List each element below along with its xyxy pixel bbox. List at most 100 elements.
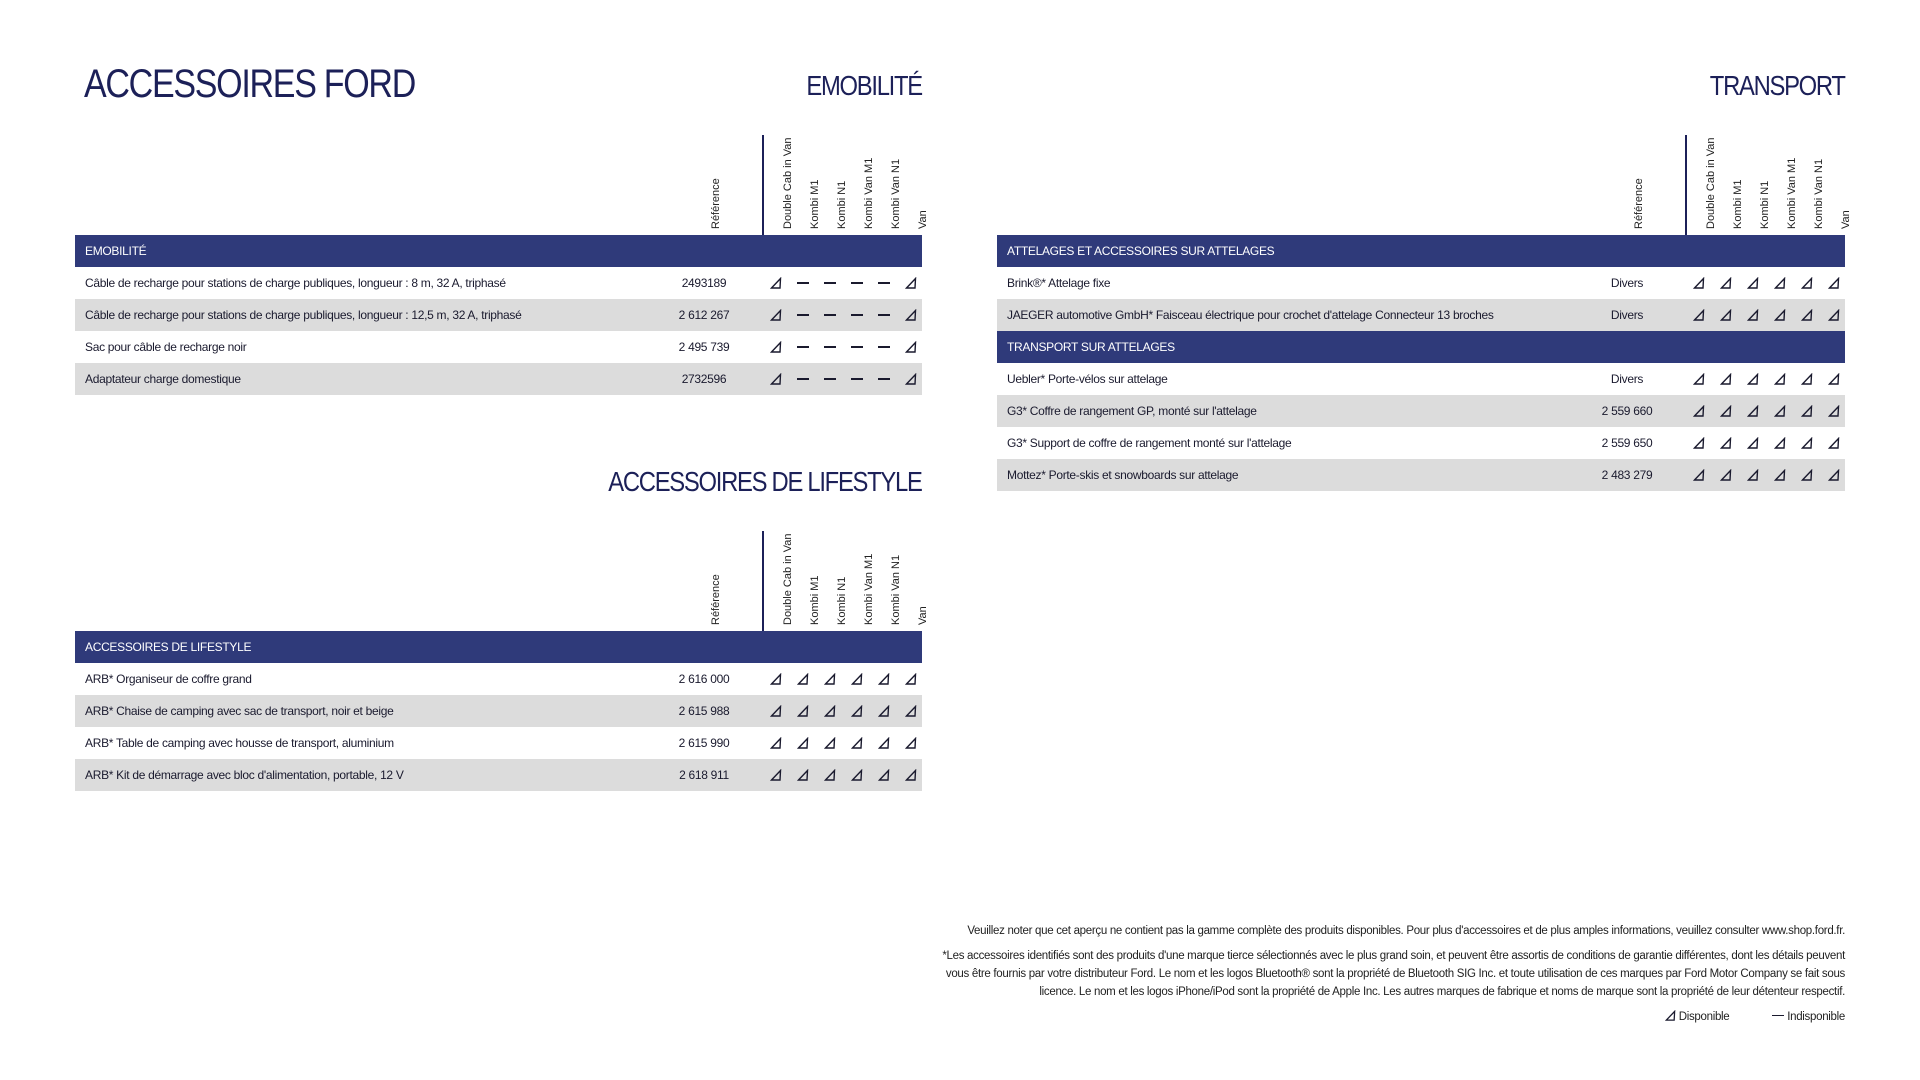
- section-title-emobilite: EMOBILITÉ: [806, 70, 924, 101]
- available-icon: [770, 737, 782, 749]
- unavailable-icon: [851, 282, 863, 284]
- available-icon: [905, 737, 917, 749]
- reference-number: 2 618 911: [679, 768, 729, 782]
- available-icon: [1720, 437, 1732, 449]
- unavailable-icon: [797, 378, 809, 380]
- table-row: JAEGER automotive GmbH* Faisceau électri…: [997, 299, 1845, 331]
- table-row: Câble de recharge pour stations de charg…: [75, 267, 922, 299]
- available-icon: [878, 737, 890, 749]
- unavailable-icon: [851, 314, 863, 316]
- available-icon: [1747, 373, 1759, 385]
- reference-number: 2 615 990: [678, 736, 730, 750]
- unavailable-icon: [824, 346, 836, 348]
- dash-icon: [1772, 1014, 1785, 1016]
- reference-number: 2 612 267: [678, 308, 730, 322]
- available-icon: [1774, 277, 1786, 289]
- table-row: Sac pour câble de recharge noir 2 495 739: [75, 331, 922, 363]
- reference-number: 2 483 279: [1601, 468, 1653, 482]
- reference-number: Divers: [1610, 276, 1644, 290]
- unavailable-icon: [797, 282, 809, 284]
- unavailable-icon: [797, 314, 809, 316]
- available-icon: [1828, 469, 1840, 481]
- available-icon: [770, 373, 782, 385]
- available-icon: [878, 705, 890, 717]
- table-row: ARB* Table de camping avec housse de tra…: [75, 727, 922, 759]
- available-icon: [797, 705, 809, 717]
- accessory-name: ARB* Table de camping avec housse de tra…: [85, 736, 394, 750]
- available-icon: [1747, 437, 1759, 449]
- available-icon: [1720, 405, 1732, 417]
- category-band: EMOBILITÉ: [75, 235, 922, 267]
- reference-number: 2 615 988: [678, 704, 730, 718]
- available-icon: [824, 769, 836, 781]
- available-icon: [905, 769, 917, 781]
- footer-disclaimer-line: *Les accessoires identifiés sont des pro…: [942, 950, 1845, 962]
- reference-number: 2 495 739: [678, 340, 730, 354]
- available-icon: [1747, 277, 1759, 289]
- section-title-transport: TRANSPORT: [1710, 70, 1846, 101]
- available-icon: [1693, 437, 1705, 449]
- available-icon: [851, 737, 863, 749]
- available-icon: [905, 673, 917, 685]
- unavailable-icon: [824, 314, 836, 316]
- available-icon: [1693, 373, 1705, 385]
- available-icon: [770, 309, 782, 321]
- reference-number: 2732596: [681, 372, 727, 386]
- available-icon: [1801, 277, 1813, 289]
- accessory-name: Sac pour câble de recharge noir: [85, 340, 247, 354]
- available-icon: [1693, 405, 1705, 417]
- available-icon: [905, 309, 917, 321]
- category-band: ATTELAGES ET ACCESSOIRES SUR ATTELAGES: [997, 235, 1845, 267]
- available-icon: [824, 705, 836, 717]
- legend: Disponible Indisponible: [942, 1008, 1845, 1026]
- available-icon: [797, 673, 809, 685]
- table-row: G3* Coffre de rangement GP, monté sur l'…: [997, 395, 1845, 427]
- table-row: ARB* Organiseur de coffre grand 2 616 000: [75, 663, 922, 695]
- footer-disclaimer-line: licence. Le nom et les logos iPhone/iPod…: [1039, 986, 1845, 998]
- table-row: Uebler* Porte-vélos sur attelage Divers: [997, 363, 1845, 395]
- unavailable-icon: [824, 378, 836, 380]
- reference-number: 2493189: [681, 276, 727, 290]
- available-icon: [878, 673, 890, 685]
- available-icon: [770, 341, 782, 353]
- accessory-name: ARB* Organiseur de coffre grand: [85, 672, 252, 686]
- available-icon: [1801, 405, 1813, 417]
- footer-notes: Veuillez noter que cet aperçu ne contien…: [942, 922, 1845, 1026]
- unavailable-icon: [878, 282, 890, 284]
- accessory-name: ARB* Chaise de camping avec sac de trans…: [85, 704, 394, 718]
- available-icon: [905, 705, 917, 717]
- reference-number: 2 616 000: [678, 672, 730, 686]
- unavailable-icon: [851, 346, 863, 348]
- unavailable-icon: [878, 346, 890, 348]
- available-icon: [905, 277, 917, 289]
- accessory-name: G3* Coffre de rangement GP, monté sur l'…: [1007, 404, 1257, 418]
- table-row: Câble de recharge pour stations de charg…: [75, 299, 922, 331]
- table-row: Brink®* Attelage fixe Divers: [997, 267, 1845, 299]
- available-icon: [1747, 469, 1759, 481]
- table-row: Adaptateur charge domestique 2732596: [75, 363, 922, 395]
- available-icon: [824, 673, 836, 685]
- available-icon: [770, 673, 782, 685]
- category-band: ACCESSOIRES DE LIFESTYLE: [75, 631, 922, 663]
- available-icon: [1720, 469, 1732, 481]
- footer-note: Veuillez noter que cet aperçu ne contien…: [967, 925, 1845, 937]
- accessory-name: Câble de recharge pour stations de charg…: [85, 276, 506, 290]
- available-icon: [1828, 309, 1840, 321]
- available-icon: [905, 373, 917, 385]
- available-icon: [1774, 373, 1786, 385]
- category-band: TRANSPORT SUR ATTELAGES: [997, 331, 1845, 363]
- unavailable-icon: [851, 378, 863, 380]
- available-icon: [1828, 373, 1840, 385]
- accessory-name: ARB* Kit de démarrage avec bloc d'alimen…: [85, 768, 404, 782]
- available-icon: [1828, 405, 1840, 417]
- accessory-name: G3* Support de coffre de rangement monté…: [1007, 436, 1292, 450]
- available-icon: [1720, 277, 1732, 289]
- reference-number: Divers: [1610, 308, 1644, 322]
- accessory-name: Câble de recharge pour stations de charg…: [85, 308, 522, 322]
- table-row: Mottez* Porte-skis et snowboards sur att…: [997, 459, 1845, 491]
- available-icon: [1747, 405, 1759, 417]
- available-icon: [1720, 309, 1732, 321]
- column-divider: [1685, 135, 1687, 235]
- section-title-lifestyle: ACCESSOIRES DE LIFESTYLE: [608, 466, 924, 497]
- available-icon: [1774, 309, 1786, 321]
